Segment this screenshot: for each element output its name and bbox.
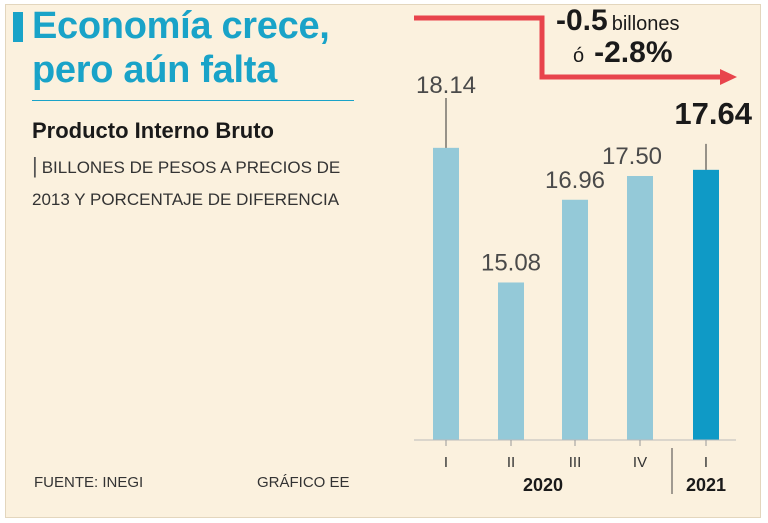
bar-value-label-1: 18.14	[416, 72, 476, 99]
bar-5	[693, 169, 719, 440]
chart-description: | BILLONES DE PESOS A PRECIOS DE 2013 Y P…	[32, 150, 342, 216]
delta-connector: ó	[573, 45, 585, 67]
x-tick-label-3: III	[569, 454, 582, 471]
bar-value-label-5: 17.64	[674, 96, 752, 131]
delta-percent: -2.8%	[594, 36, 673, 69]
delta-unit: billones	[611, 13, 680, 35]
description-text: BILLONES DE PESOS A PRECIOS DE 2013 Y PO…	[32, 158, 341, 209]
description-pipe-icon: |	[32, 153, 38, 178]
delta-amount-line: -0.5 billones	[556, 4, 680, 38]
x-tick-label-2: II	[507, 454, 515, 471]
source-note: FUENTE: INEGI	[34, 474, 144, 491]
x-tick-label-4: IV	[633, 454, 647, 471]
change-arrow	[414, 15, 737, 85]
bar-value-label-4: 17.50	[602, 143, 662, 170]
year-label-2020: 2020	[523, 475, 563, 495]
change-arrow-head-icon	[720, 69, 737, 85]
title-divider	[32, 100, 354, 101]
chart-title: Economía crece, pero aún falta	[32, 5, 330, 91]
chart-subtitle: Producto Interno Bruto	[32, 118, 274, 143]
delta-percent-line: ó -2.8%	[573, 36, 673, 70]
graphic-credit: GRÁFICO EE	[257, 474, 350, 491]
bar-3	[562, 199, 588, 440]
bar-2	[498, 282, 524, 440]
bar-4	[627, 176, 653, 440]
title-accent-bar	[13, 12, 23, 42]
year-label-2021: 2021	[686, 475, 726, 495]
bar-value-label-2: 15.08	[481, 249, 541, 276]
bar-value-label-3: 16.96	[545, 167, 605, 194]
bar-1	[433, 147, 459, 440]
delta-amount: -0.5	[556, 4, 608, 37]
x-tick-label-5: I	[704, 454, 708, 471]
change-arrow-line	[414, 15, 722, 80]
x-tick-label-1: I	[444, 454, 448, 471]
